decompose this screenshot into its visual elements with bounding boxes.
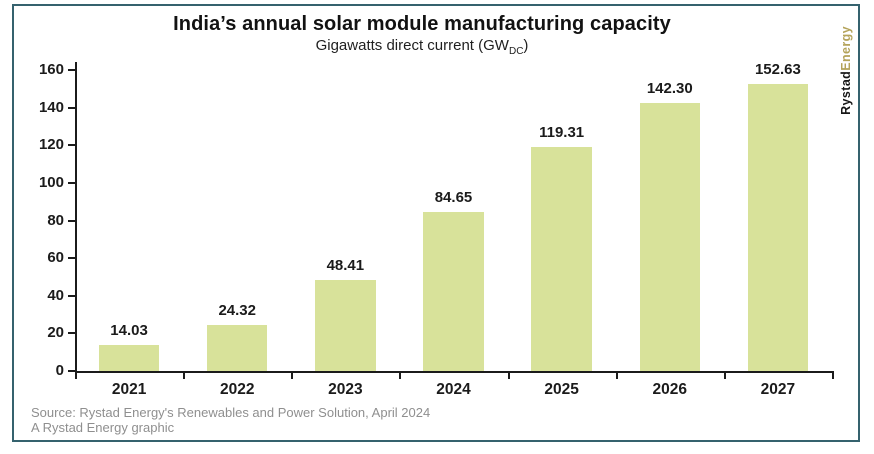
subtitle-subscript: DC [508, 46, 524, 57]
y-tick-mark [68, 181, 75, 184]
subtitle-text: Gigawatts direct current (GW [315, 37, 509, 54]
y-tick-label: 20 [47, 324, 64, 342]
y-tick-mark [68, 257, 75, 260]
chart-subtitle: Gigawatts direct current (GWDC) [14, 37, 830, 57]
x-tick-mark [399, 373, 402, 379]
chart-frame: India’s annual solar module manufacturin… [12, 4, 860, 442]
y-tick-label: 100 [38, 173, 64, 191]
x-tick-mark [75, 373, 77, 379]
x-axis-line [75, 371, 834, 373]
bar-value-label-2024: 84.65 [434, 188, 473, 206]
x-category-label-2027: 2027 [760, 381, 796, 398]
y-tick-mark [68, 144, 75, 147]
x-tick-mark [183, 373, 186, 379]
y-tick-mark [68, 370, 75, 372]
bar-value-label-2027: 152.63 [754, 60, 801, 78]
source-line: Source: Rystad Energy's Renewables and P… [31, 405, 431, 420]
y-tick-label: 80 [47, 211, 64, 229]
bar-2021 [98, 344, 160, 371]
bar-value-label-2022: 24.32 [218, 302, 256, 320]
bar-value-label-2023: 48.41 [326, 256, 365, 274]
x-category-label-2023: 2023 [328, 381, 363, 398]
bar-2026 [639, 103, 701, 371]
bar-value-label-2021: 14.03 [110, 321, 148, 339]
x-tick-mark [615, 373, 618, 379]
bar-2024 [423, 211, 484, 371]
x-tick-mark [723, 373, 726, 379]
bar-2025 [531, 146, 592, 371]
y-tick-mark [68, 332, 75, 335]
y-tick-label: 60 [47, 249, 64, 267]
x-category-label-2025: 2025 [544, 381, 579, 398]
chart-title: India’s annual solar module manufacturin… [173, 13, 671, 35]
x-category-label-2024: 2024 [436, 381, 471, 398]
y-tick-label: 120 [38, 136, 64, 154]
bar-2027 [747, 83, 809, 371]
y-axis-line [75, 62, 77, 373]
subtitle-text-suffix: ) [523, 37, 529, 54]
y-tick-label: 140 [38, 98, 64, 116]
bar-2023 [315, 279, 376, 371]
bar-2022 [206, 325, 268, 371]
plot-area: 0 20 40 60 80 100 120 140 160 14.03 2021 24.32 2022 4… [14, 6, 858, 440]
x-tick-mark [291, 373, 294, 379]
x-category-label-2021: 2021 [111, 381, 147, 398]
x-tick-mark [507, 373, 510, 379]
y-tick-label: 160 [38, 61, 64, 78]
y-tick-mark [68, 219, 75, 222]
y-tick-label: 0 [55, 362, 64, 379]
x-category-label-2026: 2026 [652, 381, 688, 398]
y-tick-mark [68, 294, 75, 297]
source-note: Source: Rystad Energy's Renewables and P… [31, 405, 430, 435]
x-category-label-2022: 2022 [219, 381, 255, 398]
y-tick-label: 40 [47, 286, 64, 304]
y-tick-mark [68, 69, 75, 71]
x-tick-mark [832, 373, 834, 379]
bar-value-label-2026: 142.30 [646, 80, 693, 98]
y-tick-mark [68, 106, 75, 109]
bar-value-label-2025: 119.31 [539, 123, 585, 141]
credit-line: A Rystad Energy graphic [31, 420, 175, 435]
